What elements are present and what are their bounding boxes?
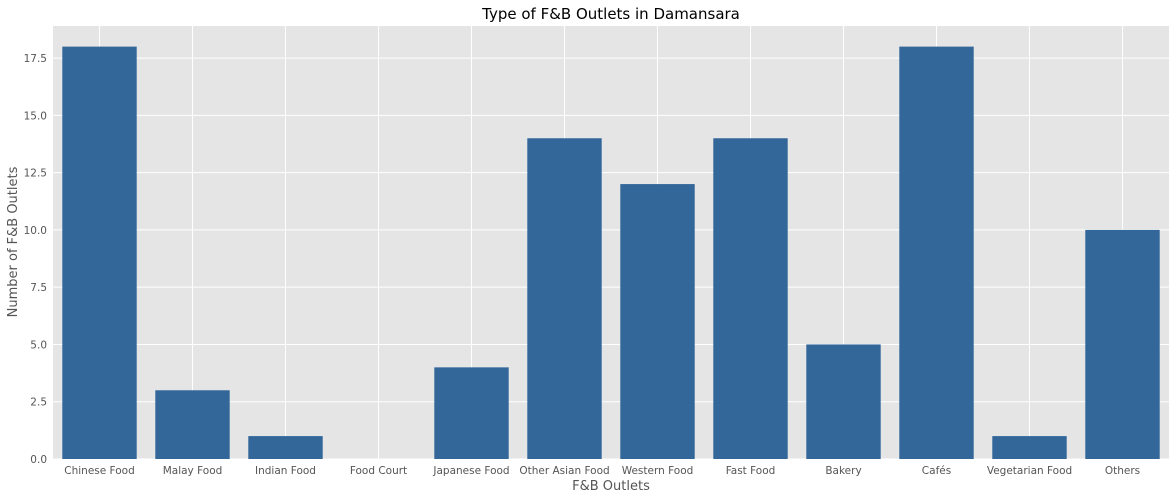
x-tick-label: Cafés <box>922 465 951 477</box>
x-tick-label: Indian Food <box>255 465 316 477</box>
y-tick-label: 12.5 <box>24 168 47 180</box>
bar <box>899 46 974 459</box>
bar <box>806 344 881 459</box>
y-tick-label: 0.0 <box>30 454 47 466</box>
bar <box>62 46 137 459</box>
x-tick-label: Western Food <box>622 465 694 477</box>
x-tick-label: Other Asian Food <box>519 465 609 477</box>
bar <box>713 138 788 459</box>
chart-title: Type of F&B Outlets in Damansara <box>481 5 740 23</box>
bar <box>620 184 695 460</box>
x-tick-label: Japanese Food <box>432 465 509 477</box>
x-tick-label: Others <box>1105 465 1140 477</box>
x-tick-label: Vegetarian Food <box>987 465 1072 477</box>
y-tick-label: 10.0 <box>24 225 47 237</box>
bar <box>155 390 230 459</box>
x-tick-labels: Chinese Food Malay Food Indian Food Food Co… <box>64 465 1140 477</box>
plot-area <box>53 26 1169 459</box>
x-tick-label: Malay Food <box>163 465 223 477</box>
x-tick-label: Chinese Food <box>64 465 134 477</box>
y-tick-label: 2.5 <box>30 397 47 409</box>
bars <box>62 46 1160 460</box>
bar <box>248 436 323 459</box>
y-axis-label: Number of F&B Outlets <box>6 166 21 317</box>
x-tick-label: Bakery <box>825 465 861 477</box>
x-axis-label: F&B Outlets <box>572 479 650 494</box>
bar <box>992 436 1067 459</box>
bar <box>1085 229 1160 459</box>
y-tick-label: 17.5 <box>24 53 47 65</box>
y-tick-label: 7.5 <box>30 282 47 294</box>
bar <box>434 367 509 459</box>
y-tick-label: 5.0 <box>30 339 47 351</box>
y-tick-labels: 0.0 2.5 5.0 7.5 10.0 12.5 15.0 17.5 <box>24 53 47 466</box>
bar <box>527 138 602 459</box>
x-tick-label: Fast Food <box>726 465 776 477</box>
y-tick-label: 15.0 <box>24 110 47 122</box>
x-tick-label: Food Court <box>350 465 407 477</box>
